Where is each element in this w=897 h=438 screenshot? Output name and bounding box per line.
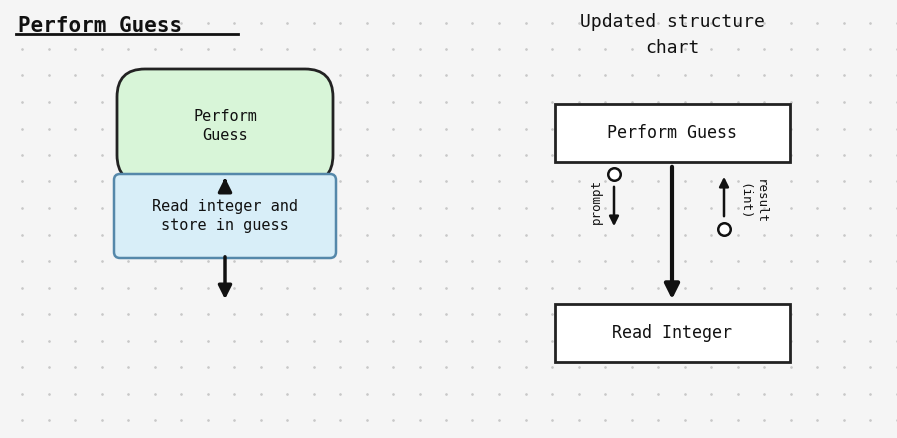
Text: (int): (int) bbox=[737, 183, 750, 220]
FancyBboxPatch shape bbox=[554, 304, 789, 362]
Text: prompt: prompt bbox=[589, 179, 603, 224]
Text: Perform Guess: Perform Guess bbox=[18, 16, 182, 36]
Text: Perform
Guess: Perform Guess bbox=[193, 109, 257, 143]
Text: Read Integer: Read Integer bbox=[612, 324, 732, 342]
Text: Perform Guess: Perform Guess bbox=[607, 124, 737, 142]
Text: Read integer and
store in guess: Read integer and store in guess bbox=[152, 198, 298, 233]
Text: Updated structure
chart: Updated structure chart bbox=[579, 13, 764, 57]
FancyBboxPatch shape bbox=[554, 104, 789, 162]
FancyBboxPatch shape bbox=[114, 174, 336, 258]
FancyBboxPatch shape bbox=[117, 69, 333, 183]
Text: result: result bbox=[754, 179, 767, 224]
